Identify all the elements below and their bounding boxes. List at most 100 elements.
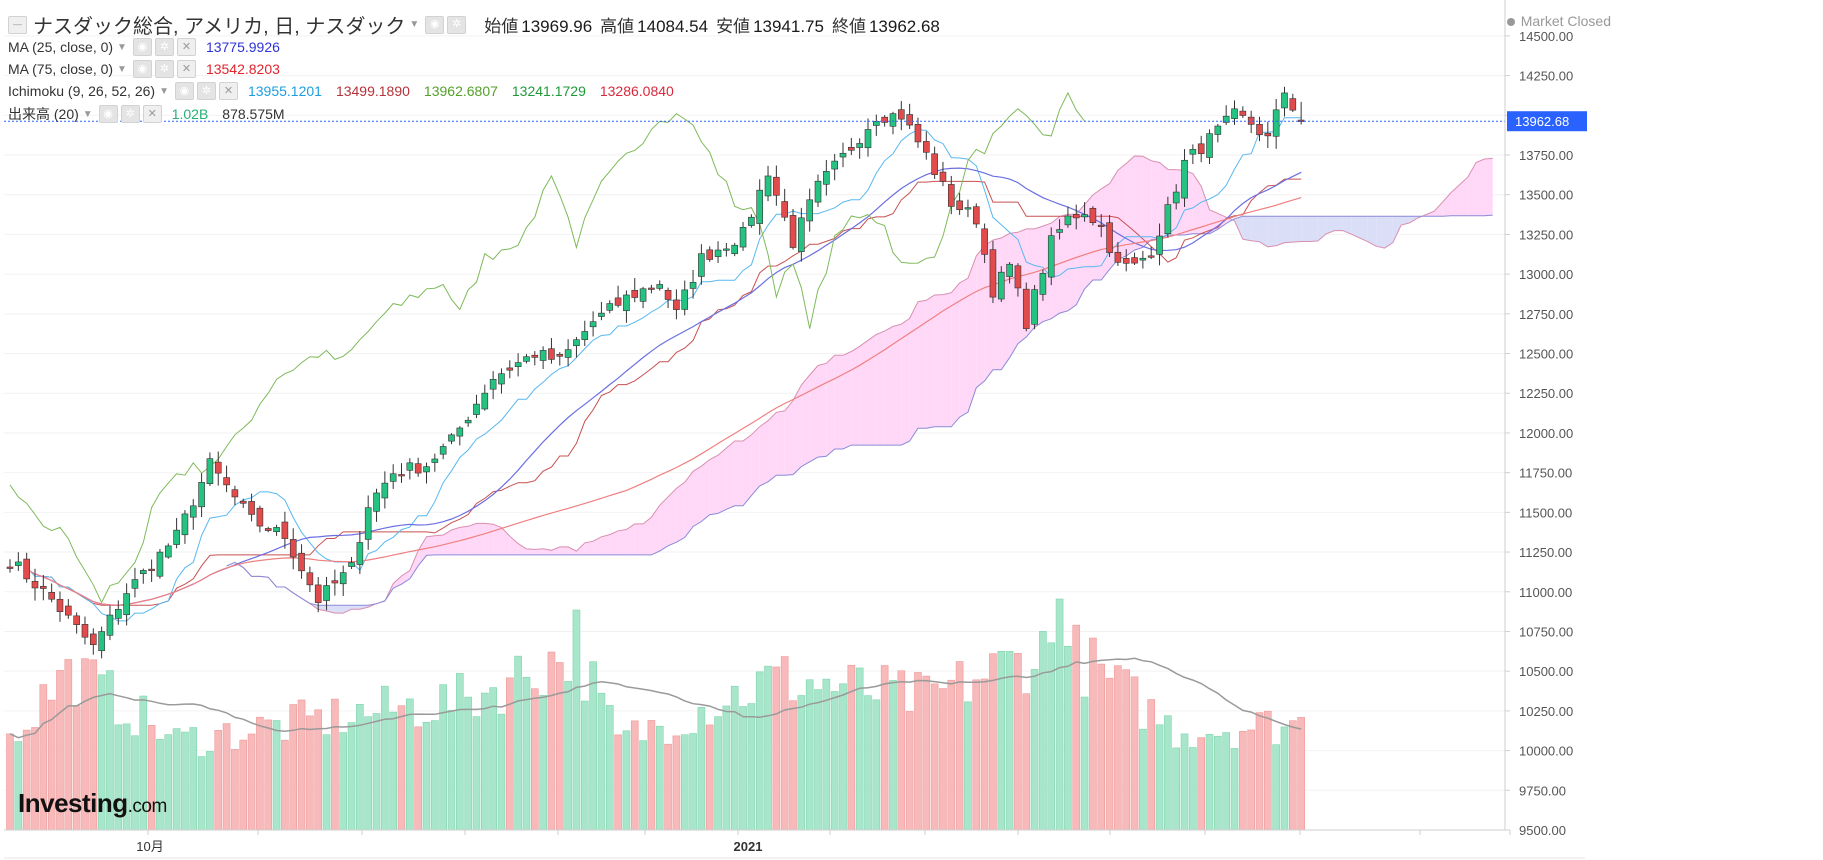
candle <box>589 311 597 337</box>
candle-body <box>523 356 530 362</box>
volume-bar <box>314 709 323 831</box>
cloud-segment <box>601 534 610 555</box>
cloud-segment <box>1242 216 1252 241</box>
volume-bar <box>730 685 739 831</box>
volume-bar <box>814 689 822 831</box>
volume-bar <box>1189 747 1197 831</box>
indicator-label[interactable]: MA (75, close, 0) <box>8 61 114 77</box>
candle <box>139 568 147 584</box>
candle <box>114 600 122 625</box>
candle-body <box>798 217 805 252</box>
chevron-down-icon[interactable]: ▼ <box>117 63 127 75</box>
gear-icon[interactable]: ✲ <box>154 60 174 78</box>
candle-body <box>823 171 830 185</box>
cloud-segment <box>901 318 910 446</box>
volume-bar <box>1055 598 1064 831</box>
candle-body <box>198 482 205 508</box>
chevron-down-icon[interactable]: ▼ <box>82 108 93 120</box>
indicator-label[interactable]: Ichimoku (9, 26, 52, 26) <box>8 83 156 99</box>
cloud-segment <box>718 447 727 514</box>
ohlc-value: 13941.75 <box>753 16 824 36</box>
volume-bar <box>381 685 389 831</box>
eye-icon[interactable]: ◉ <box>132 38 152 56</box>
cloud-segment <box>1484 158 1493 216</box>
candle <box>1181 149 1188 207</box>
volume-bar <box>1280 726 1289 831</box>
candle <box>823 159 830 196</box>
gear-icon[interactable]: ✲ <box>447 15 467 34</box>
candle-body <box>164 545 172 558</box>
volume-bar <box>905 711 914 831</box>
candle-body <box>1006 263 1013 277</box>
candle-body <box>1281 92 1288 109</box>
volume-bar <box>947 679 956 831</box>
volume-bar <box>1264 710 1272 831</box>
price-tick-label: 12250.00 <box>1519 386 1573 401</box>
candle <box>65 599 72 619</box>
candle-body <box>423 466 430 473</box>
collapse-icon[interactable]: — <box>8 15 27 34</box>
eye-icon[interactable]: ◉ <box>174 82 194 100</box>
candle <box>548 338 555 364</box>
candle <box>281 511 289 549</box>
candle-body <box>256 507 264 527</box>
candle-body <box>139 570 147 574</box>
volume-bar <box>914 672 922 831</box>
indicator-label[interactable]: 出来高 (20) <box>8 106 79 122</box>
volume-bar <box>539 695 547 831</box>
cloud-segment <box>951 283 960 427</box>
chevron-down-icon[interactable]: ▼ <box>117 41 127 53</box>
eye-icon[interactable]: ◉ <box>98 105 118 123</box>
gear-icon[interactable]: ✲ <box>154 38 174 56</box>
volume-bar <box>547 651 556 831</box>
gear-icon[interactable]: ✲ <box>196 82 216 100</box>
candle-body <box>73 615 80 625</box>
status-dot-icon <box>1506 18 1515 27</box>
volume-bar <box>447 710 456 831</box>
volume-bar <box>1155 724 1164 831</box>
candle <box>839 142 847 168</box>
candle <box>1222 105 1230 125</box>
cloud-segment <box>484 523 494 555</box>
indicator-label[interactable]: MA (25, close, 0) <box>8 39 114 55</box>
candle-body <box>814 180 822 203</box>
eye-icon[interactable]: ◉ <box>132 60 152 78</box>
cloud-segment <box>668 488 677 546</box>
candle <box>864 118 872 157</box>
cloud-segment <box>534 548 544 555</box>
cloud-segment <box>593 536 602 555</box>
eye-icon[interactable]: ◉ <box>425 15 445 34</box>
cloud-segment <box>1292 216 1302 243</box>
ohlc-key: 安値 <box>716 16 751 36</box>
cloud-segment <box>784 400 794 476</box>
cloud-segment <box>459 526 469 555</box>
price-axis: 14500.0014250.0014000.0013750.0013500.00… <box>4 0 1587 838</box>
candle-body <box>114 609 122 619</box>
volume-bar <box>1114 665 1122 831</box>
close-icon[interactable]: ✕ <box>218 82 238 100</box>
candle-body <box>1022 288 1030 329</box>
candle-body <box>681 289 689 310</box>
volume-bar <box>347 722 356 831</box>
close-icon[interactable]: ✕ <box>142 105 162 123</box>
close-icon[interactable]: ✕ <box>176 60 196 78</box>
candle <box>1022 282 1030 332</box>
chevron-down-icon[interactable]: ▼ <box>409 19 420 30</box>
candle <box>1106 215 1113 257</box>
close-icon[interactable]: ✕ <box>176 38 196 56</box>
chevron-down-icon[interactable]: ▼ <box>159 85 169 97</box>
volume-bar <box>714 716 722 831</box>
indicator-legend-row: Ichimoku (9, 26, 52, 26) ▼ ◉ ✲ ✕ 13955.1201 13… <box>8 82 688 100</box>
candle <box>1147 246 1155 260</box>
gear-icon[interactable]: ✲ <box>120 105 140 123</box>
market-status-text: Market Closed <box>1520 13 1611 29</box>
volume-bar <box>1014 653 1022 831</box>
price-tick-label: 14250.00 <box>1519 69 1573 84</box>
cloud-segment <box>959 278 968 418</box>
candle <box>1097 214 1105 238</box>
cloud-segment <box>1284 216 1293 243</box>
candle-body <box>531 354 539 358</box>
candle <box>1206 129 1213 165</box>
cloud-segment <box>1234 216 1243 240</box>
